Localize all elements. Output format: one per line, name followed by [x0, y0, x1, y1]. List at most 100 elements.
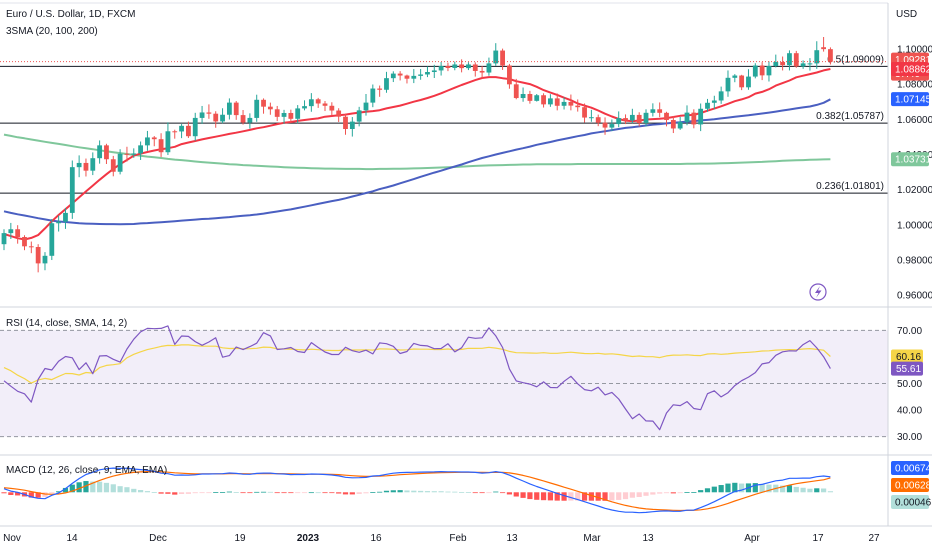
macd-histogram-bar[interactable] — [650, 492, 656, 495]
macd-histogram-bar[interactable] — [192, 492, 198, 494]
candle[interactable] — [459, 59, 465, 73]
candle[interactable] — [363, 93, 369, 116]
candle[interactable] — [165, 122, 171, 156]
macd-histogram-bar[interactable] — [780, 485, 786, 493]
macd-histogram-bar[interactable] — [267, 491, 273, 493]
candle[interactable] — [104, 143, 109, 164]
macd-histogram-bar[interactable] — [479, 492, 485, 494]
candle[interactable] — [199, 105, 205, 124]
candle[interactable] — [322, 101, 328, 112]
macd-histogram-bar[interactable] — [534, 492, 540, 500]
candle[interactable] — [349, 117, 355, 137]
macd-histogram-bar[interactable] — [465, 492, 472, 493]
macd-histogram-bar[interactable] — [602, 492, 608, 501]
macd-histogram-bar[interactable] — [1, 492, 7, 494]
macd-histogram-bar[interactable] — [711, 486, 717, 493]
candle[interactable] — [739, 74, 745, 91]
candle[interactable] — [151, 136, 157, 147]
candle[interactable] — [787, 50, 792, 71]
macd-histogram-bar[interactable] — [718, 485, 724, 493]
candle[interactable] — [725, 70, 731, 97]
candle[interactable] — [8, 222, 14, 239]
macd-histogram-bar[interactable] — [800, 487, 806, 493]
candle[interactable] — [828, 47, 833, 65]
candle[interactable] — [308, 93, 314, 112]
candle[interactable] — [226, 98, 232, 120]
macd-histogram-bar[interactable] — [581, 492, 588, 501]
macd-histogram-bar[interactable] — [383, 490, 390, 493]
macd-histogram-bar[interactable] — [390, 490, 396, 493]
candle[interactable] — [513, 78, 519, 100]
macd-histogram-bar[interactable] — [219, 492, 226, 493]
candle[interactable] — [479, 66, 485, 79]
candle[interactable] — [179, 124, 184, 139]
candle[interactable] — [418, 69, 424, 80]
candle[interactable] — [623, 114, 628, 125]
candle[interactable] — [329, 102, 335, 116]
macd-histogram-bar[interactable] — [547, 492, 553, 501]
macd-histogram-bar[interactable] — [178, 492, 185, 494]
macd-histogram-bar[interactable] — [404, 490, 410, 493]
candle[interactable] — [636, 112, 642, 127]
macd-line[interactable] — [3, 467, 831, 514]
candle[interactable] — [192, 112, 198, 141]
macd-histogram-bar[interactable] — [459, 491, 465, 493]
macd-histogram-bar[interactable] — [725, 483, 731, 493]
macd-histogram-bar[interactable] — [732, 482, 738, 493]
macd-histogram-bar[interactable] — [308, 492, 314, 494]
macd-histogram-bar[interactable] — [172, 492, 178, 495]
candle[interactable] — [732, 74, 738, 83]
macd-histogram-bar[interactable] — [418, 490, 424, 493]
candle[interactable] — [295, 105, 301, 124]
macd-histogram-bar[interactable] — [821, 488, 827, 493]
macd-histogram-bar[interactable] — [356, 492, 362, 494]
macd-histogram-bar[interactable] — [472, 492, 478, 494]
candle[interactable] — [629, 108, 635, 124]
macd-pane[interactable] — [1, 467, 834, 514]
candle[interactable] — [821, 37, 826, 52]
macd-histogram-bar[interactable] — [493, 491, 499, 493]
macd-histogram-bar[interactable] — [97, 481, 103, 493]
macd-histogram-bar[interactable] — [370, 492, 376, 493]
candle[interactable] — [431, 64, 437, 78]
candle[interactable] — [90, 152, 96, 176]
macd-histogram-bar[interactable] — [288, 492, 294, 494]
candle[interactable] — [240, 110, 246, 125]
macd-histogram-bar[interactable] — [561, 492, 567, 501]
rsi-pane[interactable] — [0, 325, 932, 456]
candle[interactable] — [315, 97, 321, 108]
macd-histogram-bar[interactable] — [827, 491, 834, 493]
candle[interactable] — [131, 148, 137, 158]
macd-histogram-bar[interactable] — [15, 492, 21, 496]
candle[interactable] — [186, 121, 191, 138]
candle[interactable] — [677, 116, 683, 130]
candle[interactable] — [288, 109, 294, 123]
candle[interactable] — [616, 111, 622, 128]
candle[interactable] — [582, 103, 587, 123]
candle[interactable] — [588, 109, 594, 122]
candle[interactable] — [83, 158, 89, 177]
macd-histogram-bar[interactable] — [643, 492, 649, 496]
macd-histogram-bar[interactable] — [513, 492, 519, 497]
sma200-line[interactable] — [3, 133, 831, 171]
candle[interactable] — [595, 114, 601, 127]
candle[interactable] — [254, 94, 260, 122]
candle[interactable] — [472, 62, 478, 77]
candle[interactable] — [213, 111, 219, 128]
candle[interactable] — [698, 103, 704, 132]
candle[interactable] — [575, 99, 581, 112]
candle[interactable] — [534, 93, 540, 102]
candle[interactable] — [302, 100, 307, 111]
candle[interactable] — [397, 71, 403, 81]
macd-histogram-bar[interactable] — [315, 492, 321, 494]
macd-histogram-bar[interactable] — [144, 491, 151, 493]
candle[interactable] — [766, 61, 772, 82]
macd-histogram-bar[interactable] — [281, 492, 287, 494]
candle[interactable] — [746, 69, 751, 90]
candle[interactable] — [691, 109, 697, 129]
candle[interactable] — [466, 62, 471, 71]
macd-histogram-bar[interactable] — [301, 492, 308, 494]
macd-histogram-bar[interactable] — [739, 483, 745, 493]
macd-histogram-bar[interactable] — [76, 482, 82, 493]
candle[interactable] — [28, 241, 34, 254]
